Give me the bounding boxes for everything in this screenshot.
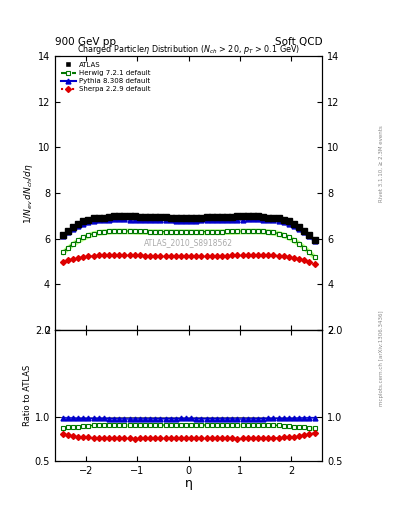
Text: 900 GeV pp: 900 GeV pp [55,37,116,47]
Text: Soft QCD: Soft QCD [275,37,322,47]
Y-axis label: Ratio to ATLAS: Ratio to ATLAS [23,365,32,426]
Text: mcplots.cern.ch [arXiv:1306.3436]: mcplots.cern.ch [arXiv:1306.3436] [379,311,384,406]
Text: ATLAS_2010_S8918562: ATLAS_2010_S8918562 [144,238,233,247]
Text: Rivet 3.1.10, ≥ 2.3M events: Rivet 3.1.10, ≥ 2.3M events [379,125,384,202]
Y-axis label: $1/N_{ev}\,dN_{ch}/d\eta$: $1/N_{ev}\,dN_{ch}/d\eta$ [22,162,35,224]
Title: Charged Particle$\eta$ Distribution ($N_{ch}$ > 20, $p_T$ > 0.1 GeV): Charged Particle$\eta$ Distribution ($N_… [77,44,300,56]
X-axis label: η: η [185,477,193,490]
Legend: ATLAS, Herwig 7.2.1 default, Pythia 8.308 default, Sherpa 2.2.9 default: ATLAS, Herwig 7.2.1 default, Pythia 8.30… [59,60,152,94]
